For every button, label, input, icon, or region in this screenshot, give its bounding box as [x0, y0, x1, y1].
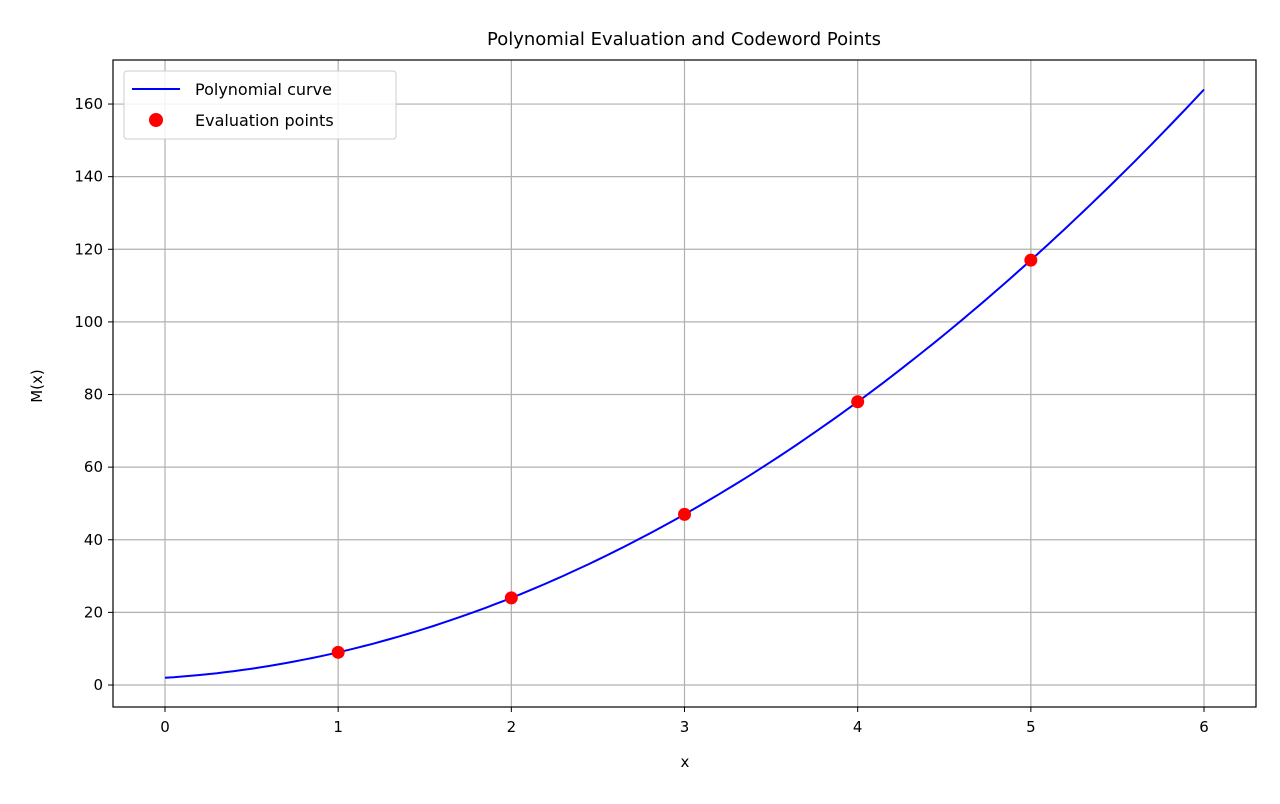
legend-dot-icon	[149, 113, 163, 127]
x-tick-label: 4	[853, 718, 863, 736]
y-tick-label: 40	[84, 531, 103, 549]
x-axis-label: x	[681, 753, 690, 771]
x-tick-label: 3	[680, 718, 690, 736]
y-tick-label: 80	[84, 386, 103, 404]
x-tick-label: 0	[160, 718, 170, 736]
evaluation-point	[1024, 253, 1038, 267]
grid	[113, 60, 1256, 707]
y-tick-label: 160	[74, 95, 103, 113]
y-axis-ticks: 0 20 40 60 80 100 120 140 160	[74, 95, 113, 694]
evaluation-point	[851, 395, 865, 409]
evaluation-point	[331, 645, 345, 659]
legend: Polynomial curve Evaluation points	[123, 70, 397, 140]
y-tick-label: 140	[74, 168, 103, 186]
x-tick-label: 2	[507, 718, 517, 736]
axes-frame	[112, 59, 1257, 708]
evaluation-point	[504, 591, 518, 605]
x-tick-label: 6	[1199, 718, 1209, 736]
y-axis-label: M(x)	[28, 369, 46, 403]
x-tick-label: 1	[333, 718, 343, 736]
x-tick-label: 5	[1026, 718, 1036, 736]
legend-label-curve: Polynomial curve	[195, 80, 332, 99]
evaluation-points	[331, 253, 1038, 659]
y-tick-label: 20	[84, 603, 103, 621]
legend-box	[123, 70, 397, 140]
x-axis-ticks: 0 1 2 3 4 5 6	[160, 707, 1209, 736]
chart-title: Polynomial Evaluation and Codeword Point…	[487, 29, 881, 50]
y-tick-label: 100	[74, 313, 103, 331]
y-tick-label: 60	[84, 458, 103, 476]
legend-label-points: Evaluation points	[195, 111, 334, 130]
evaluation-point	[678, 507, 692, 521]
y-tick-label: 0	[93, 676, 103, 694]
y-tick-label: 120	[74, 240, 103, 258]
